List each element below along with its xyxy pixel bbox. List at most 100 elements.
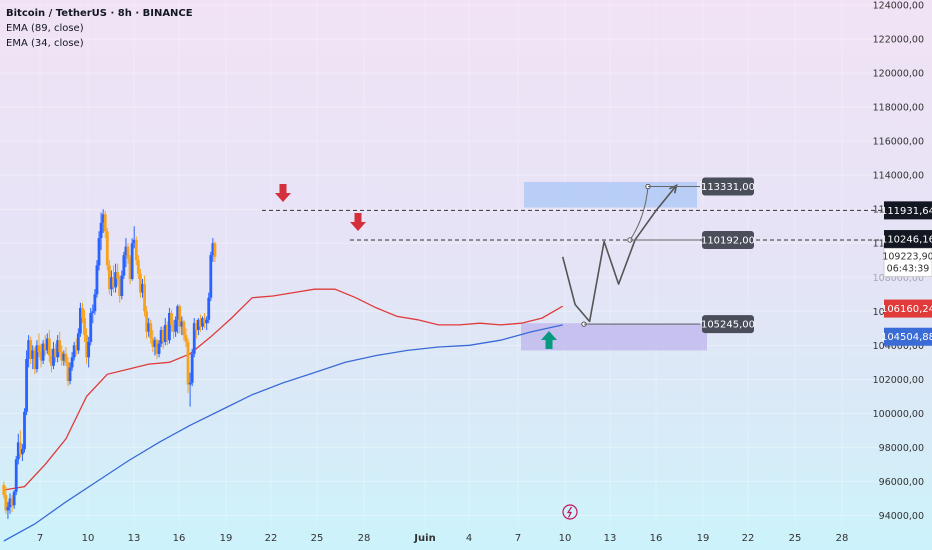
candle xyxy=(95,260,99,298)
candle-body xyxy=(126,246,130,259)
candle-body xyxy=(56,340,60,358)
candle-body xyxy=(64,353,68,363)
candle-body xyxy=(89,313,93,342)
y-tick-label: 108000,00 xyxy=(873,273,924,284)
candle xyxy=(29,336,33,365)
candle xyxy=(122,251,126,279)
candle-body xyxy=(122,255,126,276)
indicator-ema34[interactable]: EMA (34, close) xyxy=(6,38,84,49)
candle-body xyxy=(136,260,140,274)
y-tick-label: 100000,00 xyxy=(873,409,924,420)
candle-body xyxy=(70,357,74,368)
x-tick-label: 13 xyxy=(604,533,617,544)
candle-body xyxy=(153,340,157,348)
x-axis[interactable]: 7 10 13 16 19 22 25 28 Juin 4 7 10 13 16 19 22 25 28 xyxy=(37,533,849,544)
candle-body xyxy=(143,284,146,312)
candle xyxy=(105,227,109,271)
candle xyxy=(64,347,68,366)
candle xyxy=(170,309,173,332)
x-tick-label: 22 xyxy=(742,533,755,544)
ema-lines xyxy=(3,288,564,542)
tag-ema89-text: 104504,88 xyxy=(881,332,932,343)
candle-body xyxy=(149,323,153,339)
x-tick-label: 25 xyxy=(789,533,802,544)
projection-line xyxy=(561,184,678,323)
candle-body xyxy=(114,272,117,288)
tag-resist: 111931,64 xyxy=(881,201,932,220)
y-tick-label: 102000,00 xyxy=(873,375,924,386)
candle xyxy=(168,307,171,344)
y-tick-label: 120000,00 xyxy=(873,69,924,80)
label-support-text: 105245,00 xyxy=(701,320,755,331)
candle xyxy=(93,289,97,315)
candle xyxy=(62,350,66,366)
zones xyxy=(521,181,707,351)
candle xyxy=(107,260,111,295)
candle xyxy=(35,340,39,373)
candle xyxy=(126,243,130,264)
candle xyxy=(83,309,86,342)
candle xyxy=(130,238,134,281)
target-zone xyxy=(524,181,697,208)
candle-body xyxy=(25,358,28,412)
candle xyxy=(89,307,93,346)
x-tick-label: 13 xyxy=(128,533,141,544)
x-tick-label: 10 xyxy=(82,533,95,544)
candle xyxy=(23,408,26,453)
tag-ema34-box xyxy=(884,299,932,318)
y-tick-label: 114000,00 xyxy=(873,171,924,182)
candle-body xyxy=(76,333,80,351)
label-mid-box xyxy=(702,230,754,249)
candle-body xyxy=(52,348,55,366)
candle xyxy=(172,319,175,339)
candle-body xyxy=(176,306,180,320)
candle xyxy=(145,306,149,339)
candle-body xyxy=(103,214,107,232)
symbol-title[interactable]: Bitcoin / TetherUS · 8h · BINANCE xyxy=(6,8,193,19)
indicator-ema89[interactable]: EMA (89, close) xyxy=(6,23,84,34)
x-tick-label: 16 xyxy=(173,533,186,544)
candle xyxy=(56,335,60,363)
candle xyxy=(10,495,14,513)
candle-body xyxy=(147,323,151,332)
candle-body xyxy=(105,231,109,266)
candle-body xyxy=(184,335,188,342)
candle xyxy=(110,270,113,296)
candle xyxy=(72,341,76,361)
candle-body xyxy=(33,350,37,370)
ema89-line xyxy=(3,324,563,542)
tag-ema34: 106160,24 xyxy=(881,299,932,318)
candle xyxy=(134,236,138,266)
label-target-text: 113331,00 xyxy=(701,182,755,193)
candle xyxy=(31,345,35,370)
candle xyxy=(128,255,132,285)
candle-body xyxy=(159,330,163,344)
x-tick-label: 16 xyxy=(650,533,663,544)
candle-body xyxy=(196,319,200,331)
sell-arrow-1 xyxy=(275,184,291,202)
candle-body xyxy=(10,498,14,506)
candle-body xyxy=(8,498,12,507)
candle xyxy=(52,341,55,370)
candle-body xyxy=(60,352,64,361)
candle xyxy=(201,316,204,331)
candle-body xyxy=(62,353,66,361)
candle-body xyxy=(78,307,82,334)
candle xyxy=(66,357,70,387)
candle xyxy=(78,302,82,337)
candle-body xyxy=(180,321,184,327)
candle xyxy=(33,347,37,375)
candle-body xyxy=(93,294,97,312)
candle xyxy=(81,302,84,324)
candle xyxy=(116,263,120,286)
candle xyxy=(70,352,74,371)
candle xyxy=(153,336,157,356)
candle-body xyxy=(190,353,194,383)
x-tick-label: Juin xyxy=(413,533,435,544)
candle xyxy=(174,316,178,337)
tag-resist-box xyxy=(884,201,932,220)
candle-body xyxy=(47,338,51,356)
y-tick-label: 94000,00 xyxy=(879,511,924,522)
